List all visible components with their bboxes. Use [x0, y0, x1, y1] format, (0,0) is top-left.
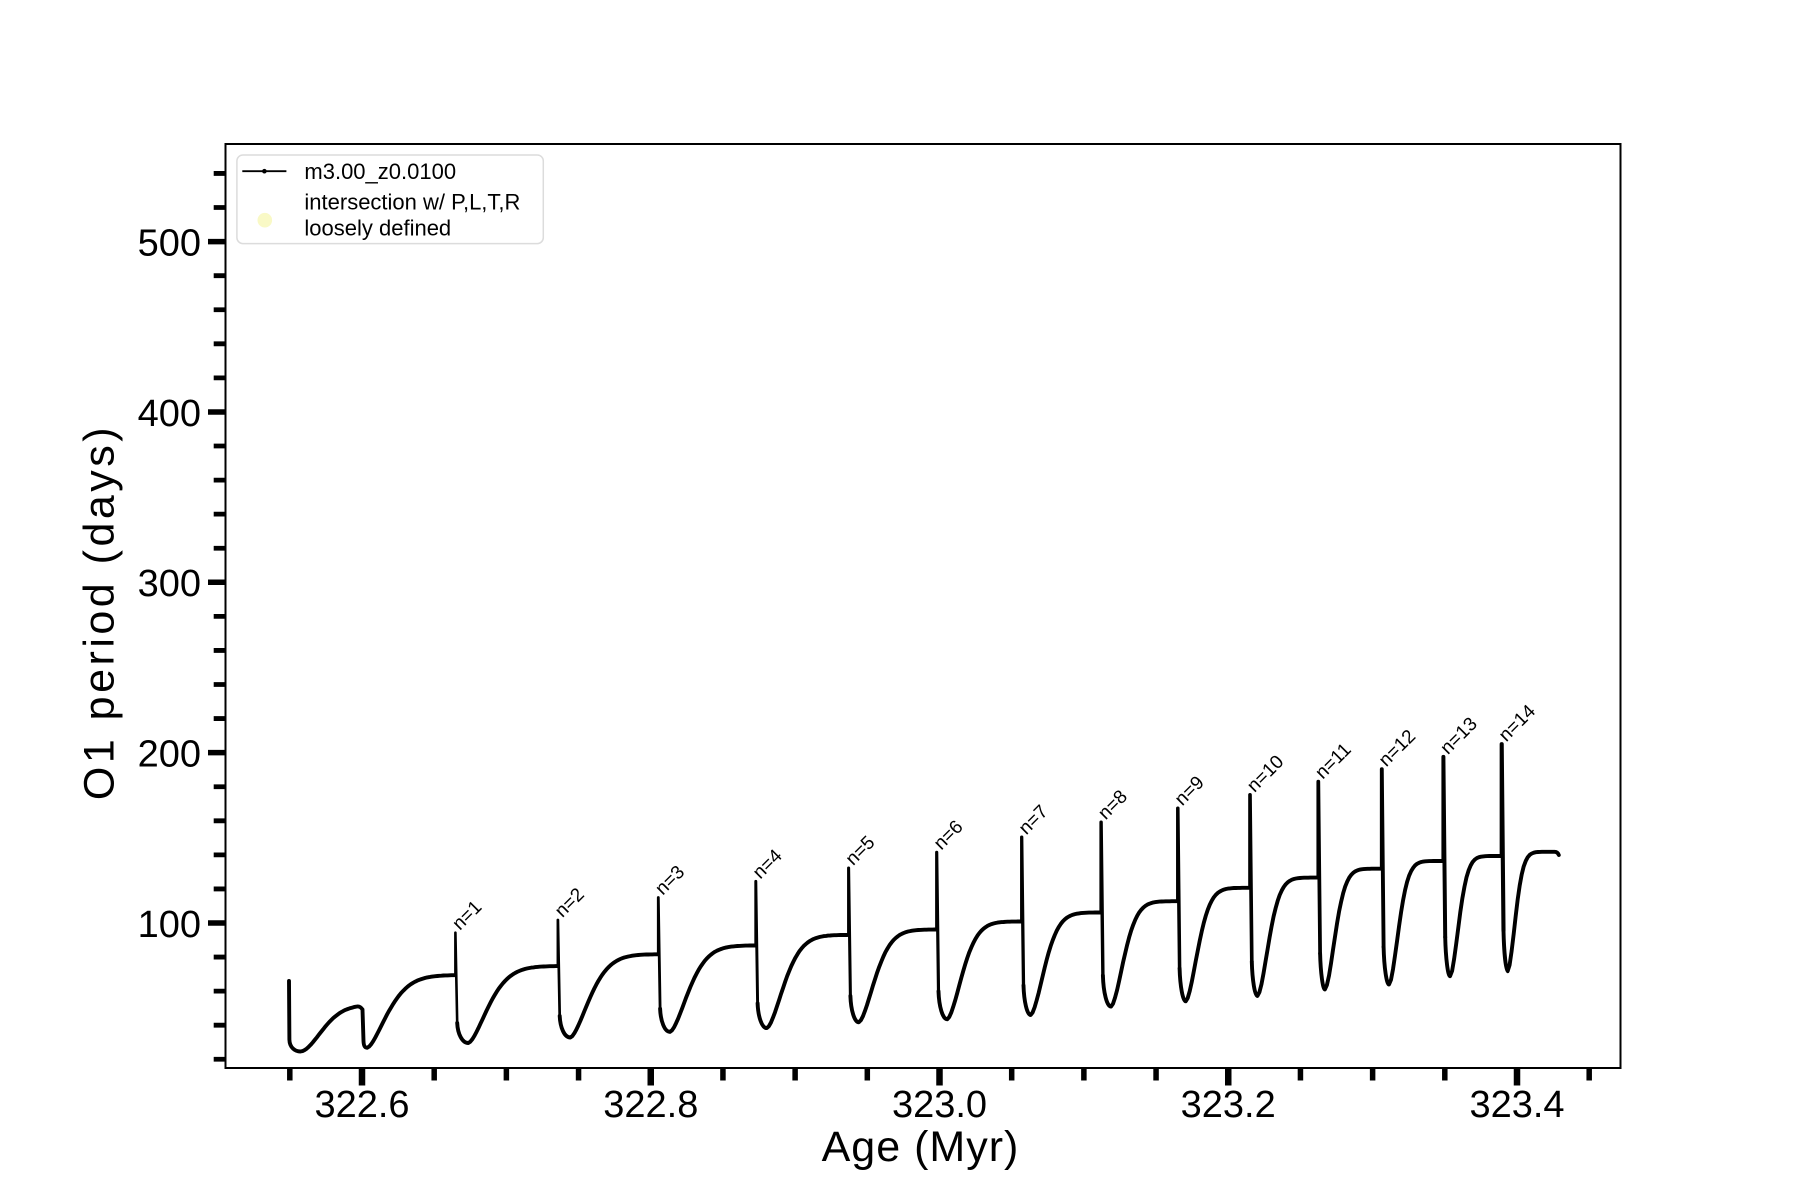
svg-text:intersection w/ P,L,T,R: intersection w/ P,L,T,R: [304, 189, 520, 214]
svg-text:O1 period (days): O1 period (days): [76, 424, 124, 800]
svg-text:400: 400: [138, 393, 201, 435]
svg-text:200: 200: [138, 733, 201, 775]
svg-text:322.8: 322.8: [603, 1084, 698, 1126]
svg-text:500: 500: [138, 222, 201, 264]
svg-text:100: 100: [138, 904, 201, 946]
svg-text:323.4: 323.4: [1469, 1084, 1564, 1126]
svg-text:m3.00_z0.0100: m3.00_z0.0100: [304, 159, 456, 184]
svg-text:323.0: 323.0: [892, 1084, 987, 1126]
svg-text:300: 300: [138, 563, 201, 605]
svg-text:322.6: 322.6: [314, 1084, 409, 1126]
svg-text:323.2: 323.2: [1181, 1084, 1276, 1126]
svg-text:loosely defined: loosely defined: [304, 216, 451, 241]
svg-text:Age (Myr): Age (Myr): [822, 1123, 1020, 1171]
